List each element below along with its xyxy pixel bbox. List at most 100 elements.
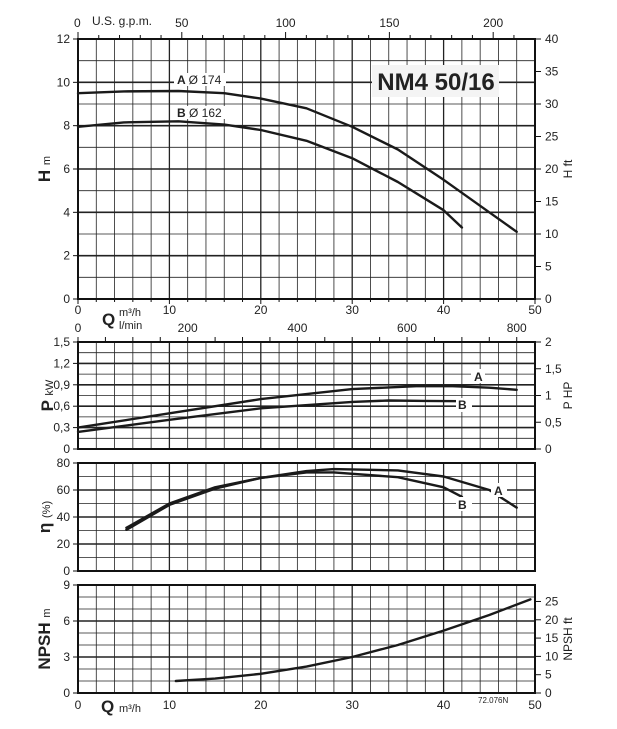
x2-axis-unit: l/min xyxy=(119,320,142,332)
series-label-b: B Ø 162 xyxy=(177,106,222,120)
y-tick-label: 60 xyxy=(57,483,71,497)
y-tick-label: 80 xyxy=(57,456,71,470)
plot-frame-npsh xyxy=(77,584,536,694)
y-tick-label: 0,3 xyxy=(53,421,70,435)
y-axis-label: H m xyxy=(35,156,54,182)
x-axis-tick-label: 10 xyxy=(163,698,177,712)
top-axis-tick-label: 200 xyxy=(483,16,503,30)
series-line-power-b xyxy=(76,399,464,434)
y2-axis-label: H ft xyxy=(561,159,575,178)
lpm-tick-label: 0 xyxy=(75,321,82,335)
y-tick-label: 0 xyxy=(63,686,70,700)
y-tick-label: 6 xyxy=(63,162,70,176)
series-label-b: B xyxy=(458,498,467,512)
y-tick-label: 0,6 xyxy=(53,399,70,413)
y2-tick-label: 20 xyxy=(545,162,559,176)
y2-tick-label: 30 xyxy=(545,97,559,111)
y2-tick-label: 0 xyxy=(545,442,552,456)
y-axis-label: P kW xyxy=(38,379,57,411)
series-label-a: A xyxy=(494,484,503,498)
y-tick-label: 4 xyxy=(63,205,70,219)
y2-tick-label: 35 xyxy=(545,65,559,79)
y-tick-label: 20 xyxy=(57,537,71,551)
y2-tick-label: 1,5 xyxy=(545,362,562,376)
y-tick-label: 40 xyxy=(57,510,71,524)
top-axis-label: U.S. g.p.m. xyxy=(92,14,152,28)
x-axis-tick-label: 0 xyxy=(75,303,82,317)
y2-tick-label: 0 xyxy=(545,686,552,700)
y-tick-label: 6 xyxy=(63,614,70,628)
top-axis-tick-label: 50 xyxy=(175,16,189,30)
series-line-npsh-npsh xyxy=(174,598,532,683)
y2-tick-label: 5 xyxy=(545,668,552,682)
y2-tick-label: 1 xyxy=(545,389,552,403)
y-axis-label: η (%) xyxy=(35,501,54,533)
x-axis-label: Q m³/h xyxy=(101,697,141,716)
series-label-a: A xyxy=(474,370,483,384)
y2-axis-label: NPSH ft xyxy=(561,617,575,661)
y-tick-label: 0 xyxy=(63,292,70,306)
y-tick-label: 3 xyxy=(63,650,70,664)
x-axis-label: Q xyxy=(102,310,115,329)
lpm-tick-label: 800 xyxy=(507,321,527,335)
y2-tick-label: 25 xyxy=(545,594,559,608)
series-line-power-a xyxy=(76,385,518,429)
svg-text:NM4 50/16: NM4 50/16 xyxy=(377,69,494,96)
x-axis-unit: m³/h xyxy=(119,307,141,319)
y2-tick-label: 0 xyxy=(545,292,552,306)
x-axis-tick-label: 40 xyxy=(437,303,451,317)
lpm-tick-label: 400 xyxy=(287,321,307,335)
series-label-a: A Ø 174 xyxy=(177,73,222,87)
x-axis-tick-label: 20 xyxy=(254,698,268,712)
y2-tick-label: 5 xyxy=(545,260,552,274)
y-tick-label: 10 xyxy=(57,75,71,89)
lpm-tick-label: 600 xyxy=(397,321,417,335)
y-tick-label: 0 xyxy=(63,442,70,456)
lpm-tick-label: 200 xyxy=(178,321,198,335)
series-line-efficiency-a xyxy=(125,467,518,529)
y2-tick-label: 15 xyxy=(545,631,559,645)
label-bg xyxy=(174,73,226,86)
series-line-efficiency-b xyxy=(125,471,464,531)
y-tick-label: 12 xyxy=(57,32,71,46)
label-bg xyxy=(491,483,507,497)
x-axis-tick-label: 50 xyxy=(528,698,542,712)
x-axis-tick-label: 30 xyxy=(346,698,360,712)
top-axis-tick-label: 150 xyxy=(379,16,399,30)
y-axis-label: NPSH m xyxy=(35,608,54,669)
x-axis-tick-label: 30 xyxy=(346,303,360,317)
y-tick-label: 2 xyxy=(63,249,70,263)
y2-tick-label: 10 xyxy=(545,227,559,241)
label-bg xyxy=(174,106,226,119)
y2-axis-label: P HP xyxy=(561,382,575,410)
series-label-b: B xyxy=(458,398,467,412)
series-line-head-b xyxy=(76,120,464,229)
y-tick-label: 8 xyxy=(63,119,70,133)
y2-tick-label: 2 xyxy=(545,335,552,349)
y2-tick-label: 0,5 xyxy=(545,415,562,429)
y-tick-label: 1,5 xyxy=(53,335,70,349)
footer-code: 72.076N xyxy=(478,696,508,705)
y2-tick-label: 40 xyxy=(545,32,559,46)
series-line-head-a xyxy=(76,89,518,233)
top-axis-tick-label: 0 xyxy=(74,16,81,30)
x-axis-tick-label: 20 xyxy=(254,303,268,317)
x-axis-tick-label: 40 xyxy=(437,698,451,712)
x-axis-tick-label: 10 xyxy=(163,303,177,317)
label-bg xyxy=(456,497,472,511)
y2-tick-label: 25 xyxy=(545,130,559,144)
y2-tick-label: 20 xyxy=(545,613,559,627)
label-bg xyxy=(456,398,472,412)
y-tick-label: 1,2 xyxy=(53,356,70,370)
label-bg xyxy=(471,369,485,383)
y-tick-label: 0,9 xyxy=(53,378,70,392)
y-tick-label: 0 xyxy=(63,564,70,578)
y-tick-label: 9 xyxy=(63,578,70,592)
y2-tick-label: 10 xyxy=(545,649,559,663)
chart-title: NM4 50/16 xyxy=(372,65,499,97)
x-axis-tick-label: 0 xyxy=(75,698,82,712)
y2-tick-label: 15 xyxy=(545,195,559,209)
top-axis-tick-label: 100 xyxy=(276,16,296,30)
x-axis-tick-label: 50 xyxy=(528,303,542,317)
